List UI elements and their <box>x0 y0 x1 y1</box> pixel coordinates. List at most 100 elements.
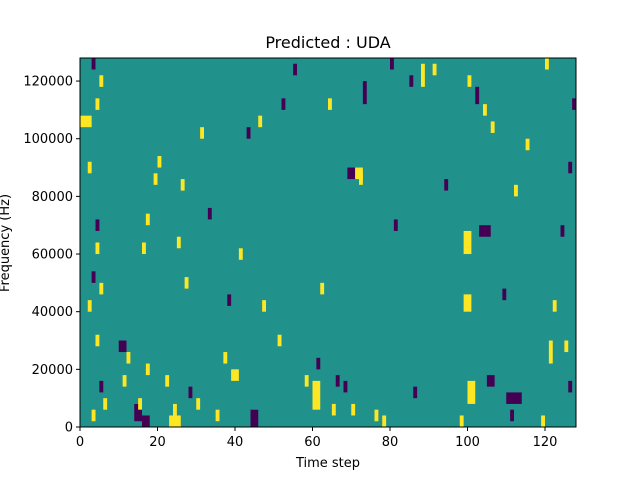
plot-background <box>80 58 576 427</box>
heatmap-cell <box>390 58 394 70</box>
y-axis: 0 20000 40000 60000 80000 100000 120000 <box>23 75 80 436</box>
heatmap-cell <box>281 98 286 110</box>
x-tick-label: 120 <box>533 435 558 450</box>
x-tick-label: 100 <box>455 435 480 450</box>
heatmap-cell <box>231 369 239 381</box>
heatmap-cell <box>153 173 158 185</box>
heatmap-cell <box>486 375 495 387</box>
heatmap-cell <box>126 352 131 364</box>
heatmap-cell <box>145 363 150 376</box>
heatmap-cell <box>95 334 100 347</box>
heatmap-cell <box>568 380 573 393</box>
heatmap-cell <box>184 277 189 289</box>
heatmap-cell <box>335 375 340 387</box>
heatmap-cell <box>463 230 472 255</box>
y-tick-label: 40000 <box>32 305 73 320</box>
heatmap-cell <box>95 219 100 231</box>
heatmap-cell <box>95 242 100 255</box>
x-tick-label: 20 <box>149 435 166 450</box>
heatmap-cell <box>196 398 201 410</box>
heatmap-cell <box>328 98 332 110</box>
heatmap-cell <box>525 138 530 151</box>
heatmap-cell <box>475 86 480 105</box>
heatmap-cell <box>564 340 569 353</box>
y-tick-label: 0 <box>65 421 73 436</box>
chart-title: Predicted : UDA <box>265 33 390 52</box>
heatmap-cell <box>413 386 418 399</box>
heatmap-cell <box>362 81 367 105</box>
heatmap-cell <box>223 352 228 364</box>
heatmap-cell <box>343 380 348 393</box>
heatmap-cell <box>173 403 177 416</box>
heatmap-cell <box>87 161 92 174</box>
x-tick-label: 60 <box>304 435 321 450</box>
y-tick-label: 80000 <box>32 190 73 205</box>
heatmap-cell <box>157 156 162 168</box>
heatmap-cell <box>483 104 487 116</box>
heatmap-cell <box>502 288 507 301</box>
heatmap-cell <box>262 300 266 312</box>
plot-area <box>79 57 577 428</box>
heatmap-cell <box>552 300 557 312</box>
heatmap-cells <box>80 58 576 427</box>
heatmap-cell <box>87 300 92 312</box>
y-tick-label: 20000 <box>32 363 73 378</box>
heatmap-cell <box>118 340 127 353</box>
heatmap-cell <box>312 380 321 410</box>
heatmap-cell <box>548 340 553 364</box>
heatmap-cell <box>80 115 92 128</box>
heatmap-cell <box>99 380 104 393</box>
x-tick-label: 0 <box>76 435 84 450</box>
heatmap-cell <box>382 415 387 427</box>
heatmap-cell <box>91 409 96 422</box>
heatmap-cell <box>258 115 263 128</box>
x-tick-label: 40 <box>227 435 244 450</box>
heatmap-cell <box>316 357 321 370</box>
heatmap-cell <box>359 173 363 185</box>
heatmap-cell <box>331 403 336 416</box>
heatmap-cell <box>169 415 181 427</box>
y-tick-label: 100000 <box>23 132 73 147</box>
heatmap-cell <box>347 167 356 180</box>
heatmap-cell <box>91 58 96 70</box>
heatmap-cell <box>293 63 297 76</box>
heatmap-cell <box>99 282 104 295</box>
heatmap-cell <box>506 392 522 404</box>
heatmap-cell <box>134 403 142 422</box>
heatmap-cell <box>277 334 282 347</box>
heatmap-cell <box>409 75 414 87</box>
heatmap-cell <box>200 127 204 139</box>
heatmap-cell <box>568 161 573 174</box>
heatmap-cell <box>510 409 514 422</box>
plot-frame <box>79 57 577 428</box>
heatmap-cell <box>444 179 449 191</box>
y-tick-label: 60000 <box>32 248 73 263</box>
heatmap-cell <box>238 248 243 260</box>
heatmap-cell <box>180 179 185 191</box>
heatmap-cell <box>560 225 565 237</box>
heatmap-cell <box>572 98 576 110</box>
heatmap-cell <box>514 184 518 197</box>
x-axis: 0 20 40 60 80 100 120 <box>76 427 558 450</box>
heatmap-cell <box>463 294 472 312</box>
heatmap-cell <box>393 219 398 231</box>
heatmap-cell <box>176 236 181 249</box>
y-axis-label: Frequency (Hz) <box>0 194 13 292</box>
heatmap-cell <box>545 58 549 70</box>
y-tick-label: 120000 <box>23 75 73 90</box>
heatmap-cell <box>188 386 193 399</box>
heatmap-cell <box>122 375 127 387</box>
heatmap-cell <box>142 415 150 427</box>
heatmap-cell <box>91 271 96 283</box>
heatmap-cell <box>541 415 545 427</box>
heatmap-cell <box>467 75 472 87</box>
heatmap-cell <box>479 225 491 237</box>
heatmap-cell <box>165 375 170 387</box>
heatmap-cell <box>227 294 232 306</box>
heatmap-cell <box>320 282 325 295</box>
heatmap-cell <box>304 375 309 387</box>
heatmap-cell <box>490 121 495 133</box>
heatmap-cell <box>207 207 212 220</box>
heatmap-cell <box>250 409 259 427</box>
